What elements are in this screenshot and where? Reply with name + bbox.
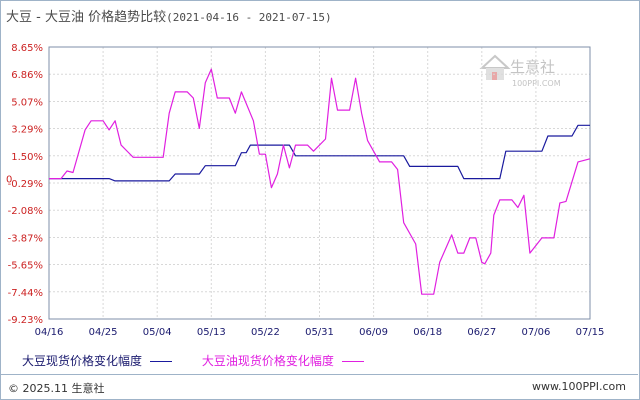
title-text: 大豆 - 大豆油 价格趋势比较	[6, 10, 167, 25]
legend-item-soybean-oil: 大豆油现货价格变化幅度	[202, 352, 364, 369]
watermark: 生意社 100PPI.COM	[479, 54, 561, 88]
footer-site-link[interactable]: www.100PPI.com	[532, 380, 626, 393]
x-tick-label: 07/06	[521, 327, 550, 338]
y-tick-label: -3.87%	[8, 233, 43, 244]
x-tick-label: 07/15	[576, 327, 605, 338]
x-tick-label: 05/31	[305, 327, 334, 338]
y-tick-label: -9.23%	[8, 315, 43, 326]
plot-area-border	[48, 46, 591, 320]
legend-label-soybean: 大豆现货价格变化幅度	[22, 354, 143, 368]
legend-swatch-soybean-oil	[341, 361, 364, 362]
watermark-brand: 生意社	[510, 58, 555, 76]
y-tick-label: 8.65%	[11, 43, 43, 54]
x-tick-label: 05/04	[143, 327, 172, 338]
legend: 大豆现货价格变化幅度 大豆油现货价格变化幅度	[22, 352, 390, 369]
legend-label-soybean-oil: 大豆油现货价格变化幅度	[201, 354, 334, 368]
legend-swatch-soybean	[150, 361, 173, 362]
x-tick-label: 04/25	[89, 327, 118, 338]
y-tick-label: 1.50%	[11, 152, 43, 163]
series-line-soybean	[49, 124, 590, 182]
y-tick-label: -0.29%	[8, 179, 43, 190]
x-axis-ticks: 04/16 04/25 05/04 05/13 05/22 05/31 06/09 06/18…	[35, 327, 605, 338]
y-tick-label: 5.07%	[11, 97, 43, 108]
y-tick-label: 6.86%	[11, 70, 43, 81]
x-tick-label: 04/16	[35, 327, 64, 338]
y-tick-label: -2.08%	[8, 206, 43, 217]
x-tick-label: 06/18	[413, 327, 442, 338]
x-tick-label: 05/22	[251, 327, 280, 338]
x-tick-label: 05/13	[197, 327, 226, 338]
y-tick-label: 3.29%	[11, 125, 43, 136]
legend-item-soybean: 大豆现货价格变化幅度	[22, 352, 173, 369]
x-tick-label: 06/27	[467, 327, 496, 338]
line-chart: 生意社 100PPI.COM 8.65% 6.86% 5.07% 3.29% 1.50%…	[6, 43, 605, 338]
y-axis-ticks: 8.65% 6.86% 5.07% 3.29% 1.50% -0.29% -2.08% -3.…	[6, 43, 43, 326]
house-logo-icon	[479, 54, 511, 80]
grid	[48, 46, 591, 320]
date-range: (2021-04-16 - 2021-07-15)	[166, 11, 332, 24]
series-lines	[49, 68, 591, 295]
footer-copyright: © 2025.11 生意社	[8, 382, 105, 395]
y-tick-label: -7.44%	[8, 288, 43, 299]
series-line-soybean-oil	[49, 68, 591, 295]
x-tick-label: 06/09	[359, 327, 388, 338]
chart-title: 大豆 - 大豆油 价格趋势比较(2021-04-16 - 2021-07-15)	[6, 6, 332, 25]
y-tick-label: -5.65%	[8, 261, 43, 272]
axes	[48, 46, 591, 320]
zero-label: 0	[6, 175, 12, 186]
footer: © 2025.11 生意社 www.100PPI.com	[0, 374, 638, 399]
